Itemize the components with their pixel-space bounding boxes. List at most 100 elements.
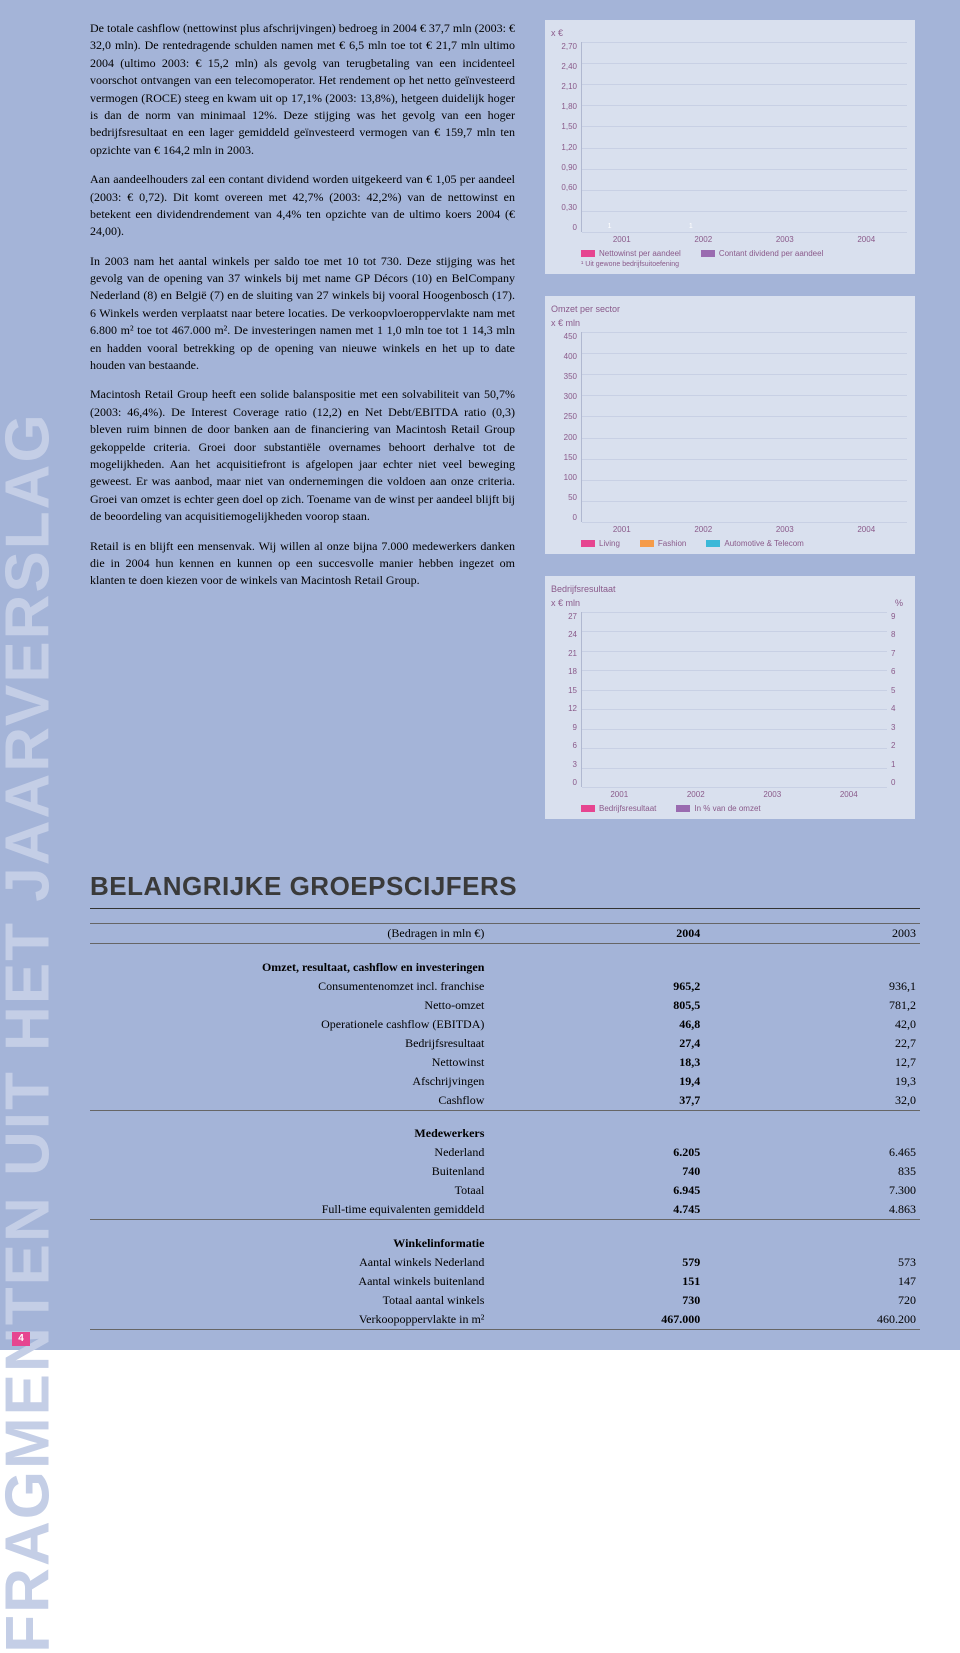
table-section-heading: Medewerkers: [90, 1124, 488, 1143]
table-row-value-2003: 7.300: [704, 1181, 920, 1200]
legend-swatch: [640, 540, 654, 547]
table-row-label: Aantal winkels Nederland: [90, 1253, 488, 1272]
table-row-value-2004: 37,7: [488, 1091, 704, 1111]
yaxis-label: 1: [891, 760, 907, 769]
table-row-value-2004: 4.745: [488, 1200, 704, 1220]
chart3-yaxis-left: 2724211815129630: [551, 612, 581, 787]
page-number: 4: [12, 1332, 30, 1346]
table-section-heading: Winkelinformatie: [90, 1234, 488, 1253]
legend-item: Automotive & Telecom: [706, 539, 803, 548]
table-row-value-2003: 22,7: [704, 1034, 920, 1053]
legend-swatch: [581, 805, 595, 812]
yaxis-label: 9: [891, 612, 907, 621]
yaxis-label: 2,40: [551, 62, 577, 71]
chart1-yaxis: 2,702,402,101,801,501,200,900,600,300: [551, 42, 581, 232]
yaxis-label: 24: [551, 630, 577, 639]
table-row-value-2004: 965,2: [488, 977, 704, 996]
table-row-label: Bedrijfsresultaat: [90, 1034, 488, 1053]
legend-item: Living: [581, 539, 620, 548]
chart-bedrijfsresultaat: Bedrijfsresultaat x € mln % 272421181512…: [545, 576, 915, 819]
bars-row: [582, 612, 887, 787]
table-row-value-2004: 467.000: [488, 1310, 704, 1330]
paragraph-3: In 2003 nam het aantal winkels per saldo…: [90, 253, 515, 375]
chart1-xaxis: 2001200220032004: [581, 235, 907, 244]
table-row-value-2003: 835: [704, 1162, 920, 1181]
yaxis-label: 400: [551, 352, 577, 361]
table-row-label: Afschrijvingen: [90, 1072, 488, 1091]
yaxis-label: 1,80: [551, 102, 577, 111]
yaxis-label: 3: [891, 723, 907, 732]
chart1-unit: x €: [551, 28, 907, 38]
legend-item: Contant dividend per aandeel: [701, 249, 824, 258]
yaxis-label: 9: [551, 723, 577, 732]
yaxis-label: 2,10: [551, 82, 577, 91]
yaxis-label: 0: [551, 513, 577, 522]
yaxis-label: 2,70: [551, 42, 577, 51]
yaxis-label: 7: [891, 649, 907, 658]
paragraph-1: De totale cashflow (nettowinst plus afsc…: [90, 20, 515, 159]
xaxis-label: 2004: [838, 525, 894, 534]
yaxis-label: 0: [551, 778, 577, 787]
xaxis-label: 2002: [675, 235, 731, 244]
chart-omzet-sector: Omzet per sector x € mln 450400350300250…: [545, 296, 915, 554]
table-row-label: Consumentenomzet incl. franchise: [90, 977, 488, 996]
yaxis-label: 6: [551, 741, 577, 750]
table-row-label: Buitenland: [90, 1162, 488, 1181]
xaxis-label: 2001: [591, 790, 647, 799]
table-section-heading: Omzet, resultaat, cashflow en investerin…: [90, 958, 488, 977]
legend-swatch: [706, 540, 720, 547]
chart2-title: Omzet per sector: [551, 304, 907, 314]
table-row-value-2003: 147: [704, 1272, 920, 1291]
yaxis-label: 0,90: [551, 163, 577, 172]
yaxis-label: 0,30: [551, 203, 577, 212]
table-row-label: Operationele cashflow (EBITDA): [90, 1015, 488, 1034]
table-row-value-2004: 6.205: [488, 1143, 704, 1162]
table-header-col1: 2004: [488, 924, 704, 944]
grid-line: [582, 522, 907, 523]
chart3-xaxis: 2001200220032004: [581, 790, 887, 799]
bar-value-label: 1: [601, 223, 619, 230]
legend-label: Living: [599, 539, 620, 548]
chart2-plot: [581, 332, 907, 522]
table-row-value-2004: 19,4: [488, 1072, 704, 1091]
table-header-currency: (Bedragen in mln €): [90, 924, 488, 944]
paragraph-5: Retail is en blijft een mensenvak. Wij w…: [90, 538, 515, 590]
bar-value-label: 1: [682, 223, 700, 230]
table-row-label: Aantal winkels buitenland: [90, 1272, 488, 1291]
yaxis-label: 15: [551, 686, 577, 695]
chart1-legend: Nettowinst per aandeel Contant dividend p…: [581, 249, 907, 258]
table-row-label: Full-time equivalenten gemiddeld: [90, 1200, 488, 1220]
table-row-label: Netto-omzet: [90, 996, 488, 1015]
chart1-footnote: ¹ Uit gewone bedrijfsuitoefening: [581, 261, 907, 268]
yaxis-label: 5: [891, 686, 907, 695]
table-row-value-2003: 6.465: [704, 1143, 920, 1162]
table-section: BELANGRIJKE GROEPSCIJFERS (Bedragen in m…: [90, 871, 920, 1330]
yaxis-label: 100: [551, 473, 577, 482]
table-row-value-2004: 579: [488, 1253, 704, 1272]
financial-table: (Bedragen in mln €) 2004 2003Omzet, resu…: [90, 923, 920, 1330]
bars-row: 11: [582, 42, 907, 232]
table-row-label: Cashflow: [90, 1091, 488, 1111]
legend-item: Bedrijfsresultaat: [581, 804, 656, 813]
table-row-value-2003: 4.863: [704, 1200, 920, 1220]
yaxis-label: 27: [551, 612, 577, 621]
xaxis-label: 2004: [838, 235, 894, 244]
table-row-value-2003: 573: [704, 1253, 920, 1272]
table-row-value-2003: 936,1: [704, 977, 920, 996]
xaxis-label: 2001: [594, 235, 650, 244]
table-row-value-2004: 730: [488, 1291, 704, 1310]
legend-swatch: [581, 250, 595, 257]
charts-column: x € 2,702,402,101,801,501,200,900,600,30…: [545, 20, 915, 841]
yaxis-label: 0: [551, 223, 577, 232]
yaxis-label: 350: [551, 372, 577, 381]
legend-swatch: [581, 540, 595, 547]
chart-eps-dividend: x € 2,702,402,101,801,501,200,900,600,30…: [545, 20, 915, 274]
table-row-value-2003: 12,7: [704, 1053, 920, 1072]
table-row-value-2004: 740: [488, 1162, 704, 1181]
legend-item: Nettowinst per aandeel: [581, 249, 681, 258]
sidebar-vertical-title: FRAGMENTEN UIT HET JAARVERSLAG: [0, 38, 68, 1068]
legend-item: In % van de omzet: [676, 804, 760, 813]
yaxis-label: 21: [551, 649, 577, 658]
table-row-value-2004: 151: [488, 1272, 704, 1291]
yaxis-label: 18: [551, 667, 577, 676]
